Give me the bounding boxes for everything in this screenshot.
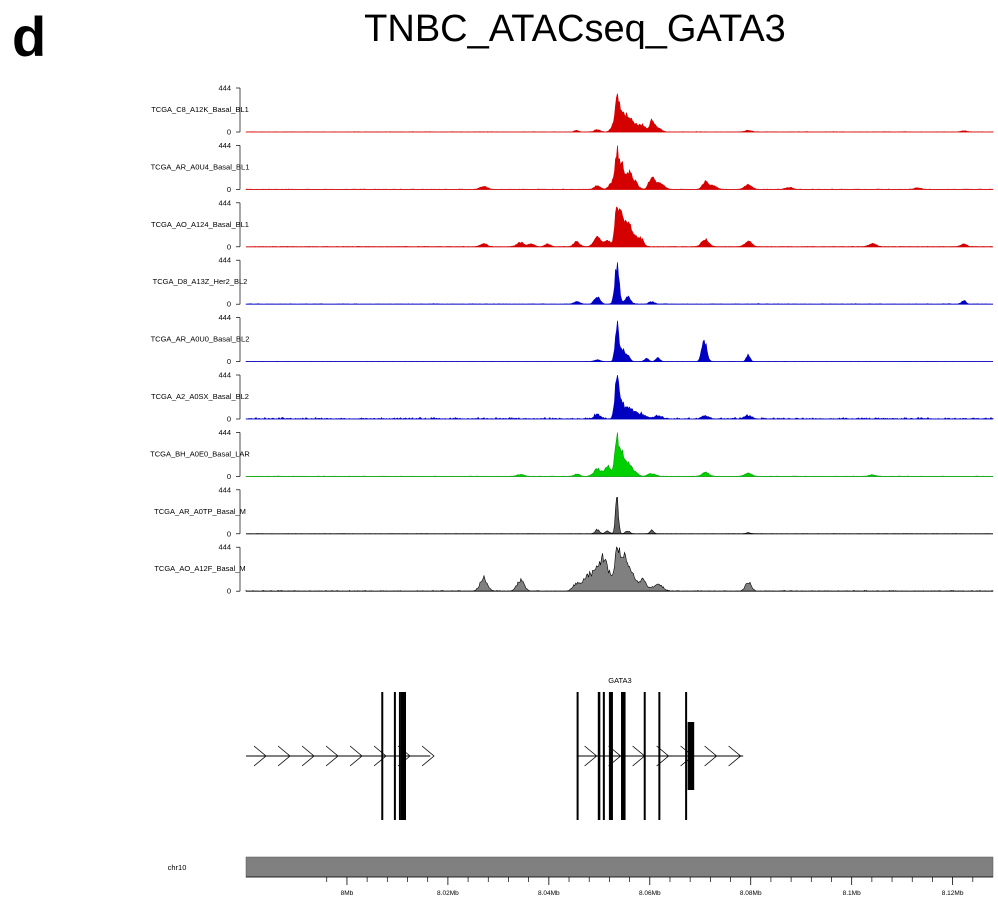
track-label: TCGA_C8_A12K_Basal_BL1 — [151, 105, 249, 114]
strand-arrow — [421, 745, 435, 767]
track-TCGA_C8_A12K_Basal_BL1: 444 0 TCGA_C8_A12K_Basal_BL1 — [151, 84, 994, 137]
x-tick-label: 8.04Mb — [538, 890, 560, 897]
x-tick-label: 8.12Mb — [942, 890, 964, 897]
x-tick-label: 8.1Mb — [843, 890, 861, 897]
y-tick-label-min: 0 — [227, 300, 231, 309]
track-TCGA_A2_A0SX_Basal_BL2: 444 0 TCGA_A2_A0SX_Basal_BL2 — [151, 371, 994, 424]
exon — [608, 692, 613, 820]
y-tick-label-min: 0 — [227, 185, 231, 194]
track-label: TCGA_AO_A124_Basal_BL1 — [151, 220, 249, 229]
strand-arrow — [584, 745, 598, 767]
x-tick-label: 8Mb — [341, 890, 354, 897]
exon — [685, 692, 688, 820]
exon — [658, 692, 661, 820]
y-tick-label-max: 444 — [218, 198, 231, 207]
gene-model-track: GATA3 — [246, 676, 744, 820]
strand-arrow — [704, 745, 718, 767]
y-tick-label-min: 0 — [227, 128, 231, 137]
track-label: TCGA_A2_A0SX_Basal_BL2 — [151, 392, 249, 401]
track-TCGA_D8_A13Z_Her2_BL2: 444 0 TCGA_D8_A13Z_Her2_BL2 — [153, 256, 994, 309]
track-TCGA_AO_A12F_Basal_M: 444 0 TCGA_AO_A12F_Basal_M — [154, 543, 994, 596]
coverage-area — [246, 206, 993, 248]
strand-arrow — [373, 745, 387, 767]
exon — [381, 692, 384, 820]
y-tick-label-max: 444 — [218, 256, 231, 265]
transcript — [246, 692, 435, 820]
track-label: TCGA_AR_A0U0_Basal_BL2 — [151, 335, 250, 344]
track-TCGA_AR_A0TP_Basal_M: 444 0 TCGA_AR_A0TP_Basal_M — [154, 485, 993, 538]
track-label: TCGA_BH_A0E0_Basal_LAR — [150, 449, 250, 458]
coverage-area — [245, 145, 994, 190]
y-tick-label-min: 0 — [227, 529, 231, 538]
y-tick-label-min: 0 — [227, 472, 231, 481]
coverage-area — [245, 93, 994, 133]
track-label: TCGA_AR_A0U4_Basal_BL1 — [151, 162, 250, 171]
y-tick-label-max: 444 — [218, 84, 231, 93]
x-tick-label: 8.06Mb — [639, 890, 661, 897]
exon — [597, 692, 601, 820]
exon — [400, 692, 406, 820]
coverage-area — [245, 320, 994, 362]
track-label: TCGA_D8_A13Z_Her2_BL2 — [153, 277, 248, 286]
transcript — [576, 692, 744, 820]
strand-arrow — [728, 745, 742, 767]
gene-label: GATA3 — [608, 676, 631, 685]
exon — [393, 692, 396, 820]
exon — [621, 692, 626, 820]
coverage-area — [245, 374, 994, 420]
coverage-area — [245, 432, 994, 477]
strand-arrow — [656, 745, 670, 767]
exon — [687, 722, 695, 790]
track-TCGA_AR_A0U4_Basal_BL1: 444 0 TCGA_AR_A0U4_Basal_BL1 — [151, 141, 994, 194]
strand-arrow — [349, 745, 363, 767]
coverage-area — [246, 496, 993, 535]
y-tick-label-max: 444 — [218, 485, 231, 494]
chromosome-label: chr10 — [168, 863, 187, 872]
exon — [576, 692, 579, 820]
genome-axis-track: chr10 8Mb 8.02Mb 8.04Mb 8.06Mb 8.08Mb 8.1Mb 8.1… — [168, 856, 994, 897]
track-TCGA_AR_A0U0_Basal_BL2: 444 0 TCGA_AR_A0U0_Basal_BL2 — [151, 313, 994, 366]
y-tick-label-min: 0 — [227, 242, 231, 251]
track-label: TCGA_AR_A0TP_Basal_M — [154, 507, 246, 516]
y-tick-label-max: 444 — [218, 141, 231, 150]
coverage-area — [245, 546, 994, 592]
y-tick-label-min: 0 — [227, 587, 231, 596]
exon — [602, 692, 605, 820]
x-tick-label: 8.08Mb — [740, 890, 762, 897]
figure-title: TNBC_ATACseq_GATA3 — [364, 8, 786, 50]
exon — [398, 692, 401, 820]
y-tick-label-max: 444 — [218, 543, 231, 552]
track-TCGA_BH_A0E0_Basal_LAR: 444 0 TCGA_BH_A0E0_Basal_LAR — [150, 428, 994, 481]
strand-arrow — [301, 745, 315, 767]
track-label: TCGA_AO_A12F_Basal_M — [154, 564, 245, 573]
strand-arrow — [325, 745, 339, 767]
exon — [643, 692, 646, 820]
y-tick-label-min: 0 — [227, 357, 231, 366]
y-tick-label-max: 444 — [218, 428, 231, 437]
y-tick-label-min: 0 — [227, 415, 231, 424]
coverage-tracks: 444 0 TCGA_C8_A12K_Basal_BL1 444 0 TCGA_AR_A0… — [150, 84, 994, 596]
chromosome-bar — [245, 856, 994, 878]
strand-arrow — [253, 745, 267, 767]
y-tick-label-max: 444 — [218, 313, 231, 322]
coverage-area — [245, 262, 994, 305]
strand-arrow — [277, 745, 291, 767]
panel-letter: d — [12, 5, 47, 68]
x-tick-label: 8.02Mb — [437, 890, 459, 897]
y-tick-label-max: 444 — [218, 371, 231, 380]
track-TCGA_AO_A124_Basal_BL1: 444 0 TCGA_AO_A124_Basal_BL1 — [151, 198, 993, 251]
